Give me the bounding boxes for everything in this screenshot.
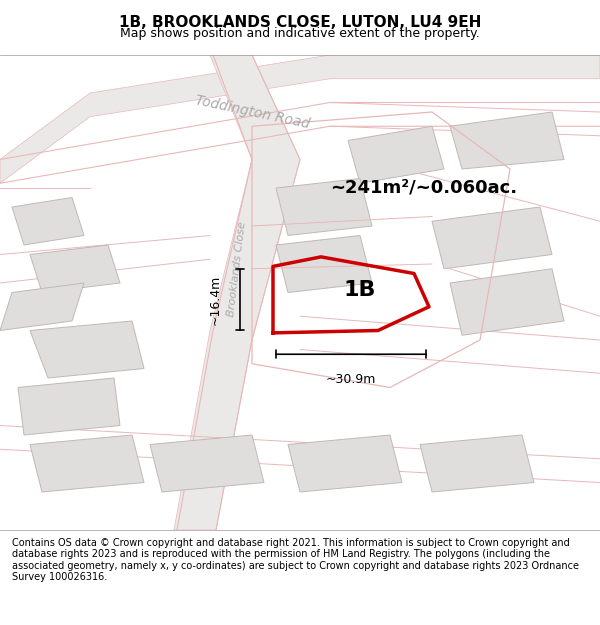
Text: Map shows position and indicative extent of the property.: Map shows position and indicative extent… <box>120 27 480 39</box>
Text: ~30.9m: ~30.9m <box>326 373 376 386</box>
Polygon shape <box>288 435 402 492</box>
Text: Toddington Road: Toddington Road <box>194 93 310 131</box>
Polygon shape <box>0 55 600 183</box>
Polygon shape <box>0 283 84 331</box>
Polygon shape <box>12 198 84 245</box>
Text: 1B, BROOKLANDS CLOSE, LUTON, LU4 9EH: 1B, BROOKLANDS CLOSE, LUTON, LU4 9EH <box>119 16 481 31</box>
Polygon shape <box>30 321 144 378</box>
Polygon shape <box>150 435 264 492</box>
Text: 1B: 1B <box>344 280 376 300</box>
Polygon shape <box>432 207 552 269</box>
Polygon shape <box>450 112 564 169</box>
Polygon shape <box>30 245 120 292</box>
Polygon shape <box>348 126 444 183</box>
Polygon shape <box>174 55 300 530</box>
Polygon shape <box>420 435 534 492</box>
Polygon shape <box>276 179 372 236</box>
Polygon shape <box>450 269 564 335</box>
Polygon shape <box>276 236 372 292</box>
Text: ~16.4m: ~16.4m <box>209 274 222 325</box>
Text: ~241m²/~0.060ac.: ~241m²/~0.060ac. <box>330 179 517 197</box>
Text: Brooklands Close: Brooklands Close <box>226 221 248 317</box>
Polygon shape <box>18 378 120 435</box>
Polygon shape <box>30 435 144 492</box>
Text: Contains OS data © Crown copyright and database right 2021. This information is : Contains OS data © Crown copyright and d… <box>12 538 579 582</box>
